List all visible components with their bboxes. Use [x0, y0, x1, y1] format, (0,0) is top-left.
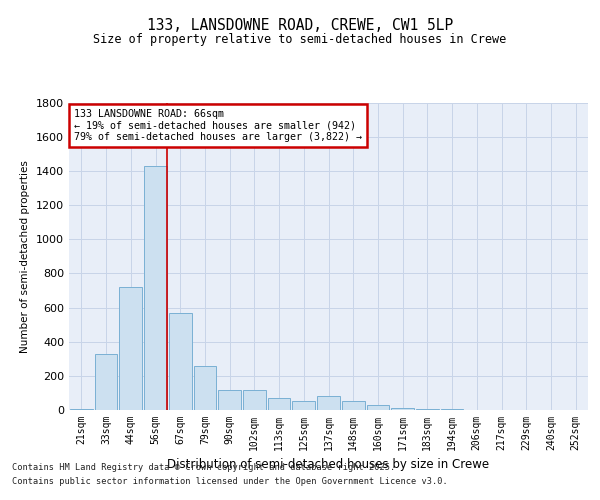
Bar: [70, 409, 93, 410]
Bar: [292, 400, 315, 410]
Bar: [119, 287, 142, 410]
X-axis label: Distribution of semi-detached houses by size in Crewe: Distribution of semi-detached houses by …: [167, 458, 490, 471]
Bar: [169, 312, 191, 410]
Bar: [218, 390, 241, 410]
Bar: [367, 405, 389, 410]
Bar: [391, 408, 414, 410]
Text: Size of property relative to semi-detached houses in Crewe: Size of property relative to semi-detach…: [94, 32, 506, 46]
Bar: [317, 396, 340, 410]
Bar: [194, 366, 216, 410]
Bar: [441, 409, 463, 410]
Text: 133, LANSDOWNE ROAD, CREWE, CW1 5LP: 133, LANSDOWNE ROAD, CREWE, CW1 5LP: [147, 18, 453, 32]
Text: 133 LANSDOWNE ROAD: 66sqm
← 19% of semi-detached houses are smaller (942)
79% of: 133 LANSDOWNE ROAD: 66sqm ← 19% of semi-…: [74, 108, 362, 142]
Bar: [416, 409, 439, 410]
Bar: [144, 166, 167, 410]
Bar: [243, 390, 266, 410]
Bar: [95, 354, 118, 410]
Y-axis label: Number of semi-detached properties: Number of semi-detached properties: [20, 160, 31, 352]
Bar: [342, 400, 365, 410]
Text: Contains public sector information licensed under the Open Government Licence v3: Contains public sector information licen…: [12, 477, 448, 486]
Bar: [268, 398, 290, 410]
Text: Contains HM Land Registry data © Crown copyright and database right 2025.: Contains HM Land Registry data © Crown c…: [12, 464, 395, 472]
